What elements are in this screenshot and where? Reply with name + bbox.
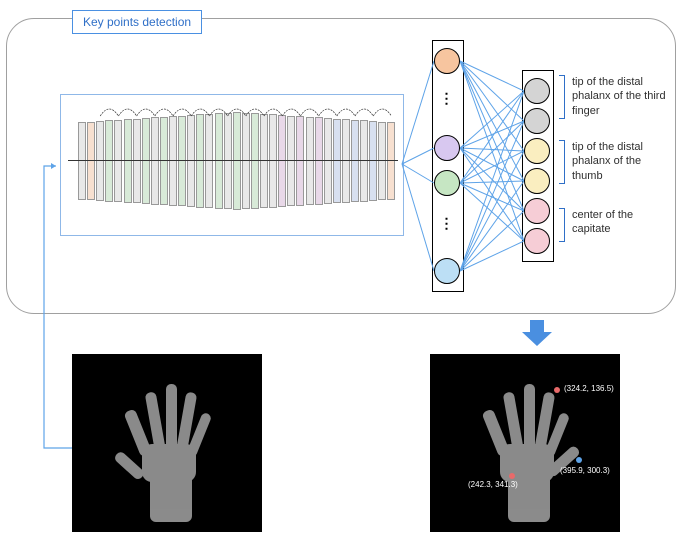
output-annotation: center of the capitate [572,208,672,237]
nn-hidden-column [432,40,464,292]
xray-output-image [430,354,620,532]
title-text: Key points detection [83,15,191,29]
backbone-bar [324,118,332,204]
annotation-text: center of the capitate [572,209,633,235]
output-annotation: tip of the distal phalanx of the third f… [572,75,672,118]
nn-hidden-node [434,258,460,284]
ellipsis-icon: ⋮ [436,90,458,107]
brace-icon [558,208,565,242]
keypoint-coords: (242.3, 341.3) [468,480,518,489]
keypoint-marker [509,473,515,479]
nn-hidden-node [434,48,460,74]
brace-icon [558,75,565,119]
backbone-bar [96,121,104,201]
hand-icon [430,354,620,532]
nn-hidden-node [434,135,460,161]
keypoint-marker [576,457,582,463]
nn-hidden-node [434,170,460,196]
keypoint-coords: (324.2, 136.5) [564,384,614,393]
hand-icon [72,354,262,532]
nn-output-node [524,228,550,254]
brace-icon [558,140,565,184]
title-box: Key points detection [72,10,202,34]
xray-input-image [72,354,262,532]
keypoint-coords: (395.9, 300.3) [560,466,610,475]
nn-output-node [524,108,550,134]
output-annotation: tip of the distal phalanx of the thumb [572,140,672,183]
backbone-bar [278,115,286,207]
annotation-text: tip of the distal phalanx of the thumb [572,141,643,182]
keypoint-label: (395.9, 300.3) [560,466,610,475]
keypoint-marker [554,387,560,393]
nn-output-node [524,78,550,104]
backbone-bar [142,118,150,204]
nn-output-node [524,198,550,224]
backbone-bar [233,112,241,210]
annotation-text: tip of the distal phalanx of the third f… [572,76,666,117]
nn-output-node [524,138,550,164]
keypoint-label: (242.3, 341.3) [468,480,518,489]
backbone-bar [369,121,377,201]
axis-line [68,160,398,161]
backbone-bar [187,115,195,207]
ellipsis-icon: ⋮ [436,215,458,232]
nn-output-node [524,168,550,194]
keypoint-label: (324.2, 136.5) [564,384,614,393]
